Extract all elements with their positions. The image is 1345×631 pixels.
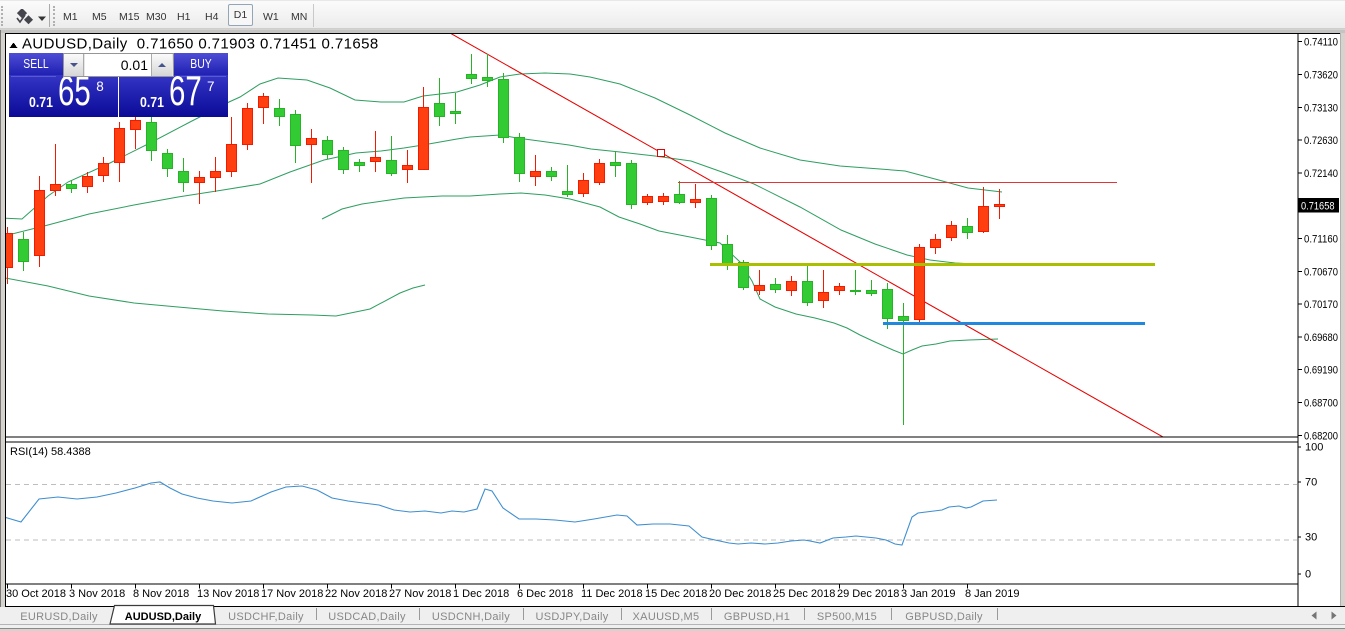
svg-text:3 Jan 2019: 3 Jan 2019 (901, 588, 955, 600)
svg-text:0.69680: 0.69680 (1304, 332, 1338, 344)
svg-text:100: 100 (1305, 442, 1323, 454)
svg-text:30 Oct 2018: 30 Oct 2018 (6, 588, 66, 600)
svg-text:1 Dec 2018: 1 Dec 2018 (453, 588, 509, 600)
svg-text:0: 0 (1305, 569, 1311, 581)
svg-text:0.72630: 0.72630 (1304, 135, 1338, 147)
svg-text:27 Nov 2018: 27 Nov 2018 (389, 588, 451, 600)
svg-text:0.71658: 0.71658 (1301, 201, 1335, 213)
svg-text:11 Dec 2018: 11 Dec 2018 (581, 588, 643, 600)
svg-text:0.70670: 0.70670 (1304, 266, 1338, 278)
svg-text:XAUUSD,M5: XAUUSD,M5 (633, 611, 700, 623)
svg-text:0.68700: 0.68700 (1304, 398, 1338, 410)
svg-text:0.74110: 0.74110 (1304, 37, 1338, 49)
svg-text:AUDUSD,Daily 0.71650 0.71903: AUDUSD,Daily 0.71650 0.71903 0.71451 0.7… (22, 36, 379, 53)
svg-text:22 Nov 2018: 22 Nov 2018 (325, 588, 387, 600)
svg-text:0.71160: 0.71160 (1304, 234, 1338, 246)
svg-text:25 Dec 2018: 25 Dec 2018 (773, 588, 835, 600)
svg-text:0.69190: 0.69190 (1304, 365, 1338, 377)
svg-text:3 Nov 2018: 3 Nov 2018 (69, 588, 125, 600)
svg-text:GBPUSD,Daily: GBPUSD,Daily (905, 611, 983, 623)
svg-text:USDCNH,Daily: USDCNH,Daily (432, 611, 510, 623)
svg-text:20 Dec 2018: 20 Dec 2018 (709, 588, 771, 600)
svg-text:0.68200: 0.68200 (1304, 430, 1338, 442)
svg-text:70: 70 (1305, 477, 1317, 489)
svg-text:8 Nov 2018: 8 Nov 2018 (133, 588, 189, 600)
svg-text:AUDUSD,Daily: AUDUSD,Daily (125, 611, 202, 623)
svg-text:USDJPY,Daily: USDJPY,Daily (535, 611, 608, 623)
svg-text:29 Dec 2018: 29 Dec 2018 (837, 588, 899, 600)
svg-text:0.70170: 0.70170 (1304, 299, 1338, 311)
svg-text:30: 30 (1305, 532, 1317, 544)
svg-text:17 Nov 2018: 17 Nov 2018 (261, 588, 323, 600)
svg-text:EURUSD,Daily: EURUSD,Daily (20, 611, 98, 623)
svg-text:GBPUSD,H1: GBPUSD,H1 (724, 611, 790, 623)
svg-text:SP500,M15: SP500,M15 (817, 611, 877, 623)
svg-text:0.73620: 0.73620 (1304, 70, 1338, 82)
svg-text:USDCHF,Daily: USDCHF,Daily (228, 611, 304, 623)
svg-text:6 Dec 2018: 6 Dec 2018 (517, 588, 573, 600)
svg-text:RSI(14) 58.4388: RSI(14) 58.4388 (10, 446, 91, 458)
svg-text:USDCAD,Daily: USDCAD,Daily (328, 611, 406, 623)
svg-text:0.73130: 0.73130 (1304, 102, 1338, 114)
svg-text:8 Jan 2019: 8 Jan 2019 (965, 588, 1019, 600)
svg-text:15 Dec 2018: 15 Dec 2018 (645, 588, 707, 600)
svg-text:0.72140: 0.72140 (1304, 168, 1338, 180)
svg-text:13 Nov 2018: 13 Nov 2018 (197, 588, 259, 600)
